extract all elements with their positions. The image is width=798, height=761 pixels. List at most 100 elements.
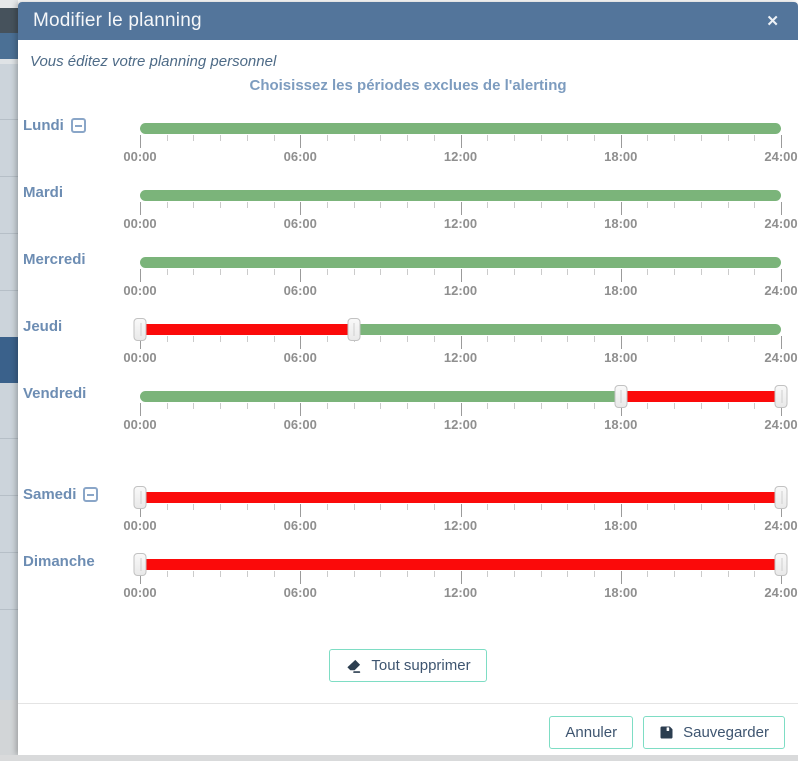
tick-mark (140, 202, 141, 215)
tick-mark (460, 403, 462, 416)
time-range-slider[interactable]: 00:00 06:00 12:00 18:00 24:00 (123, 257, 798, 299)
tick-mark (246, 135, 248, 141)
range-segment-excluded (620, 391, 781, 402)
minus-square-icon[interactable] (70, 118, 86, 133)
tick-mark (246, 269, 248, 275)
close-icon[interactable]: ✕ (762, 12, 783, 31)
background-selected-row (0, 337, 18, 383)
slider-track (140, 190, 781, 201)
tick-mark (781, 269, 782, 282)
tick-mark (140, 269, 141, 282)
tick-mark (166, 269, 168, 275)
cancel-button[interactable]: Annuler (549, 716, 634, 749)
tick-mark (300, 571, 302, 584)
tick-mark (700, 336, 702, 342)
tick-label: 06:00 (283, 350, 317, 365)
slider-handle[interactable] (774, 553, 788, 576)
tick-row (140, 135, 782, 148)
tick-mark (166, 135, 168, 141)
slider-handle[interactable] (347, 318, 361, 341)
tick-mark (513, 336, 515, 342)
cancel-label: Annuler (565, 724, 618, 741)
save-button[interactable]: Sauvegarder (643, 716, 785, 749)
tick-mark (754, 403, 756, 409)
minus-line (87, 493, 95, 496)
slider-handle[interactable] (133, 553, 147, 576)
tick-mark (380, 571, 382, 577)
slider-handle[interactable] (614, 385, 628, 408)
background-block (0, 8, 18, 33)
tick-mark (220, 403, 222, 409)
tick-label: 12:00 (443, 417, 478, 432)
tick-label: 00:00 (123, 283, 157, 298)
tick-mark (326, 269, 328, 275)
day-label-text: Lundi (23, 117, 64, 134)
tick-mark (460, 269, 462, 282)
range-segment-included (140, 123, 781, 134)
tick-mark (540, 269, 542, 275)
slider-handle[interactable] (133, 486, 147, 509)
tick-label: 00:00 (123, 585, 157, 600)
tick-label: 12:00 (443, 149, 478, 164)
slider-track-wrap (133, 318, 781, 341)
day-row: Mardi 00:00 06:00 12:00 18:00 24:00 (18, 173, 798, 240)
tick-mark (647, 336, 649, 342)
tick-label: 18:00 (604, 149, 638, 164)
tick-mark (567, 135, 569, 141)
time-range-slider[interactable]: 00:00 06:00 12:00 18:00 24:00 (123, 318, 798, 366)
tick-mark (300, 269, 302, 282)
tick-mark (273, 571, 275, 577)
edit-planning-modal: Modifier le planning ✕ Vous éditez votre… (18, 2, 798, 755)
day-row: Dimanche 00:00 06:00 12:00 18:00 24:00 (18, 542, 798, 609)
tick-mark (380, 269, 382, 275)
range-segment-included (140, 190, 781, 201)
time-range-slider[interactable]: 00:00 06:00 12:00 18:00 24:00 (123, 190, 798, 232)
tick-mark (220, 135, 222, 141)
tick-mark (433, 571, 435, 577)
slider-handle[interactable] (774, 486, 788, 509)
tick-label: 12:00 (443, 518, 478, 533)
tick-mark (647, 269, 649, 275)
tick-mark (540, 504, 542, 510)
tick-mark (567, 571, 569, 577)
time-range-slider[interactable]: 00:00 06:00 12:00 18:00 24:00 (123, 486, 798, 534)
tick-label: 18:00 (604, 585, 638, 600)
tick-mark (407, 504, 409, 510)
time-range-slider[interactable]: 00:00 06:00 12:00 18:00 24:00 (123, 385, 798, 433)
tick-mark (727, 504, 729, 510)
tick-mark (460, 336, 462, 349)
day-label: Mercredi (23, 251, 86, 268)
tick-label: 24:00 (764, 216, 798, 231)
tick-mark (140, 504, 141, 517)
slider-track (140, 492, 781, 503)
clear-all-button[interactable]: Tout supprimer (329, 649, 487, 682)
background-block (0, 700, 18, 761)
day-label: Samedi (23, 486, 99, 503)
background-page-strip (0, 0, 18, 761)
tick-mark (781, 202, 782, 215)
tick-mark (594, 269, 596, 275)
minus-square-icon[interactable] (83, 487, 99, 502)
tick-mark (513, 135, 515, 141)
tick-mark (567, 336, 569, 342)
slider-handle[interactable] (774, 385, 788, 408)
tick-label: 24:00 (764, 518, 798, 533)
tick-mark (300, 202, 302, 215)
tick-mark (433, 504, 435, 510)
tick-label-row: 00:00 06:00 12:00 18:00 24:00 (123, 518, 797, 534)
tick-mark (433, 202, 435, 208)
day-label-text: Mercredi (23, 251, 86, 268)
tick-mark (166, 202, 168, 208)
tick-mark (353, 571, 355, 577)
tick-mark (326, 135, 328, 141)
tick-label-row: 00:00 06:00 12:00 18:00 24:00 (123, 417, 797, 433)
day-label: Mardi (23, 184, 63, 201)
tick-mark (700, 403, 702, 409)
time-range-slider[interactable]: 00:00 06:00 12:00 18:00 24:00 (123, 123, 798, 165)
time-range-slider[interactable]: 00:00 06:00 12:00 18:00 24:00 (123, 553, 798, 601)
tick-label: 18:00 (604, 417, 638, 432)
background-list-row (0, 554, 18, 610)
slider-handle[interactable] (133, 318, 147, 341)
tick-mark (246, 403, 248, 409)
tick-mark (246, 571, 248, 577)
